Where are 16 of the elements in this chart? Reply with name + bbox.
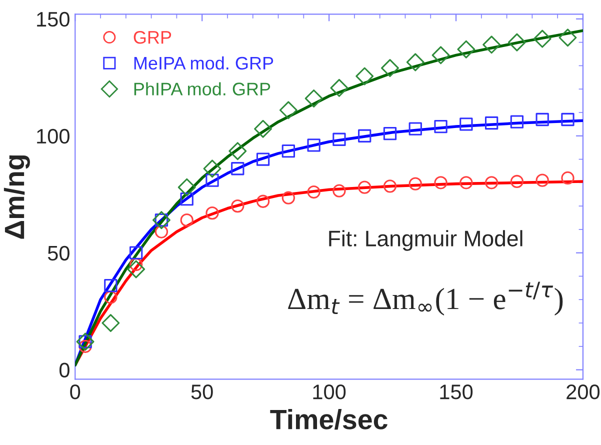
y-tick-label: 150 <box>37 12 70 27</box>
x-tick-label: 150 <box>440 384 473 400</box>
y-tick-label: 0 <box>59 362 70 378</box>
x-tick-label: 100 <box>313 384 346 400</box>
legend-label: MeIPA mod. GRP <box>134 56 274 70</box>
annotation: Δm$_{t}$ = Δm$_{∞}$(1 − e$^{−t/τ}$) <box>288 282 563 316</box>
annotation: Fit: Langmuir Model <box>329 230 522 251</box>
x-axis-title: Time/sec <box>270 408 388 430</box>
x-tick-label: 0 <box>70 384 80 400</box>
x-tick-label: 50 <box>191 384 213 400</box>
legend-label: GRP <box>134 30 172 44</box>
y-tick-label: 50 <box>48 246 70 261</box>
legend-label: PhIPA mod. GRP <box>134 82 270 96</box>
y-tick-label: 100 <box>37 128 70 144</box>
x-tick-label: 200 <box>566 384 600 400</box>
y-axis-title: Δm/ng <box>4 155 30 239</box>
